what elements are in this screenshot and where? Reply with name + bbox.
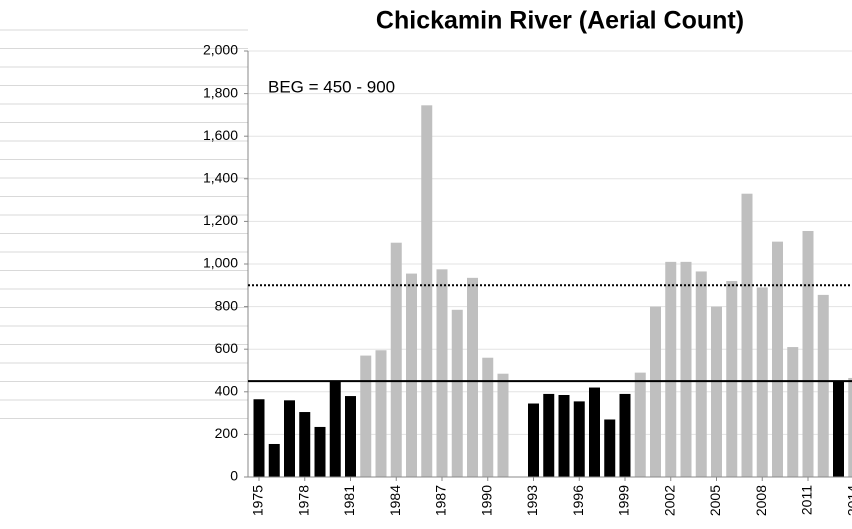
x-tick-label: 2005 (707, 485, 723, 516)
bar (589, 387, 600, 477)
bar (665, 261, 677, 477)
bar (848, 377, 852, 477)
bar (375, 350, 387, 477)
y-tick-label: 1,600 (203, 127, 238, 143)
bar (726, 281, 738, 477)
y-tick-label: 1,200 (203, 212, 238, 228)
y-tick-label: 1,800 (203, 84, 238, 100)
bar (360, 355, 372, 477)
bar (528, 403, 539, 477)
x-tick-label: 1996 (570, 485, 586, 516)
bar (604, 419, 616, 477)
x-tick-label: 1978 (295, 485, 311, 516)
x-tick-label: 1981 (341, 485, 357, 516)
x-tick-label: 1975 (250, 485, 266, 516)
x-tick-label: 2008 (753, 485, 769, 516)
bar (451, 309, 463, 477)
bar (436, 269, 448, 477)
bar (299, 412, 311, 477)
bar (756, 287, 768, 477)
x-tick-label: 2011 (799, 485, 815, 515)
x-tick-label: 1987 (433, 485, 449, 516)
y-tick-label: 2,000 (203, 42, 238, 58)
bar (467, 277, 478, 477)
bar (833, 381, 844, 477)
bar (680, 261, 692, 477)
bar (772, 241, 783, 477)
bar (634, 372, 646, 477)
y-tick-label: 1,000 (203, 255, 238, 271)
bar (573, 401, 585, 477)
bar (741, 193, 753, 477)
bar (482, 357, 494, 477)
chart-title: Chickamin River (Aerial Count) (376, 7, 744, 35)
y-tick-label: 400 (215, 383, 239, 399)
bar (497, 373, 509, 477)
bar (345, 396, 356, 477)
y-tick-label: 1,400 (203, 170, 238, 186)
bar (421, 105, 433, 477)
annotation: BEG = 450 - 900 (268, 77, 395, 96)
x-tick-label: 1993 (524, 485, 540, 516)
x-tick-label: 1990 (478, 485, 494, 516)
bar (329, 381, 341, 477)
bar (650, 306, 661, 477)
bar (406, 273, 417, 477)
bar (619, 393, 631, 477)
bar (695, 271, 707, 477)
bar (268, 443, 280, 477)
bar (543, 393, 555, 477)
bar (314, 426, 326, 477)
bar (390, 242, 402, 477)
x-tick-label: 1984 (387, 485, 403, 516)
bar (787, 347, 799, 477)
y-tick-label: 600 (215, 340, 239, 356)
bar (802, 230, 814, 477)
bar (711, 306, 722, 477)
x-tick-label: 2014 (844, 485, 852, 516)
bar (284, 400, 295, 477)
bar (253, 399, 265, 477)
x-tick-label: 1999 (616, 485, 632, 516)
x-tick-label: 2002 (661, 485, 677, 516)
bar (817, 294, 829, 477)
y-tick-label: 200 (215, 425, 239, 441)
y-tick-label: 0 (230, 468, 238, 484)
y-tick-label: 800 (215, 297, 239, 313)
bar (558, 394, 570, 477)
